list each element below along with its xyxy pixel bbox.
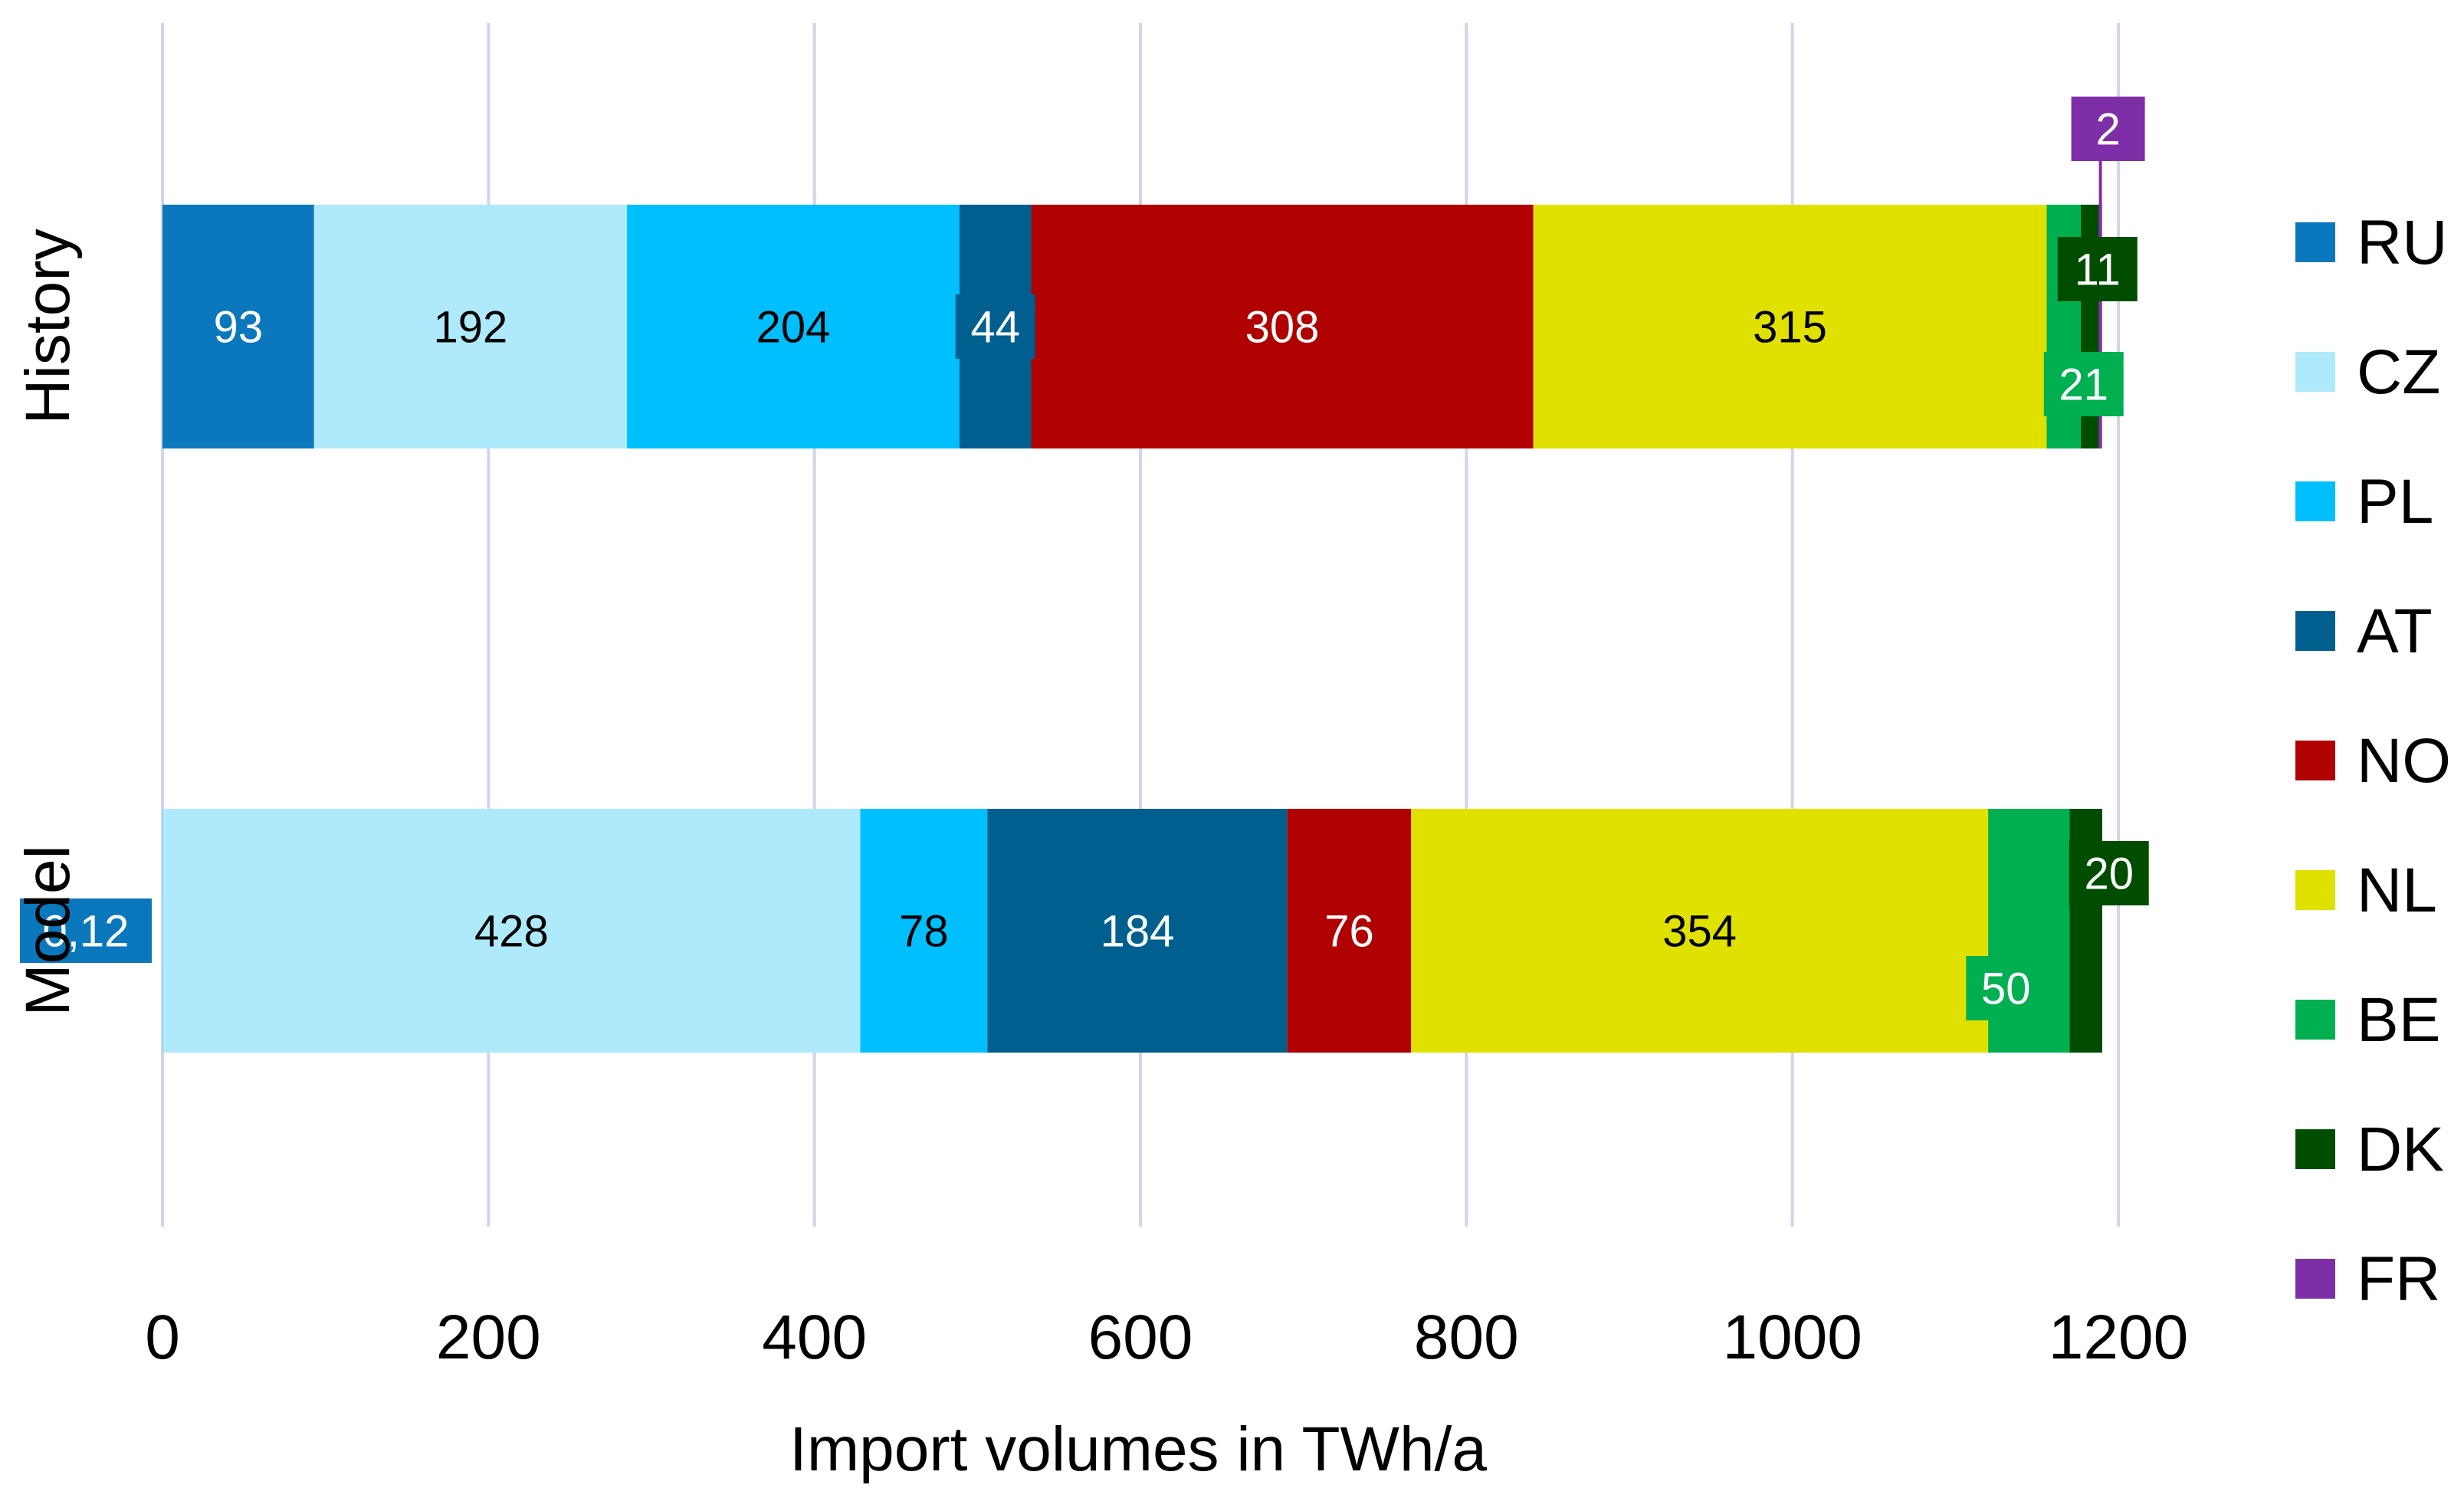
bar-cz-history	[313, 205, 628, 448]
bar-segments	[162, 205, 2102, 1053]
legend-label-at: AT	[2357, 596, 2433, 666]
bar-at-model	[987, 809, 1288, 1053]
data-label-box	[2043, 352, 2124, 416]
bar-nl-model	[1411, 809, 1989, 1053]
data-label: 78	[899, 906, 949, 956]
x-tick-label: 0	[145, 1303, 180, 1372]
bar-no-history	[1031, 205, 1534, 448]
data-label: 44	[970, 302, 1020, 352]
x-axis-title: Import volumes in TWh/a	[789, 1414, 1487, 1484]
data-label: 76	[1324, 906, 1374, 956]
data-label-box	[2069, 841, 2149, 905]
legend-swatch-at	[2295, 611, 2335, 651]
data-label: 354	[1662, 906, 1737, 956]
bar-pl-model	[860, 809, 988, 1053]
legend-label-ru: RU	[2357, 208, 2447, 278]
bar-ru-history	[162, 205, 314, 448]
legend-label-pl: PL	[2357, 467, 2433, 537]
x-tick-label: 1000	[1722, 1303, 1862, 1372]
category-labels: History Model	[13, 228, 83, 1016]
data-label: 184	[1101, 906, 1175, 956]
legend-swatch-ru	[2295, 222, 2335, 262]
data-label-box	[2057, 237, 2138, 301]
data-label: 315	[1753, 302, 1827, 352]
data-label: 21	[2059, 360, 2108, 409]
bar-cz-model	[162, 809, 861, 1053]
data-label: 192	[434, 302, 508, 352]
legend-swatch-dk	[2295, 1129, 2335, 1169]
x-tick-label: 200	[436, 1303, 541, 1372]
category-label: History	[13, 228, 83, 424]
x-tick-label: 400	[762, 1303, 867, 1372]
data-label-box	[1966, 956, 2046, 1020]
data-label: 204	[756, 302, 831, 352]
data-label: 0,12	[43, 906, 130, 956]
legend: RU CZ PL AT NO NL BE DK FR	[2295, 208, 2451, 1314]
data-label: 2	[2095, 104, 2120, 154]
legend-swatch-be	[2295, 1000, 2335, 1040]
data-label: 11	[2075, 245, 2121, 294]
legend-label-be: BE	[2357, 985, 2440, 1055]
bar-no-model	[1287, 809, 1412, 1053]
legend-label-dk: DK	[2357, 1115, 2444, 1184]
data-label-box	[955, 294, 1035, 359]
bar-fr-history	[2098, 205, 2102, 448]
legend-swatch-nl	[2295, 870, 2335, 910]
legend-label-cz: CZ	[2357, 337, 2440, 407]
legend-swatch-no	[2295, 741, 2335, 780]
legend-swatch-pl	[2295, 481, 2335, 521]
data-label: 50	[1981, 964, 2031, 1013]
legend-swatch-fr	[2295, 1259, 2335, 1299]
data-label: 20	[2084, 849, 2134, 898]
category-label: Model	[13, 845, 83, 1016]
data-labels: 93 192 204 44 308 315 21 11 2 0,12 428 78 184 76 354 50…	[20, 97, 2149, 1020]
legend-label-no: NO	[2357, 726, 2451, 796]
data-label: 93	[214, 302, 264, 352]
legend-label-nl: NL	[2357, 856, 2437, 925]
x-tick-labels: 0 200 400 600 800 1000 1200	[145, 1303, 2188, 1372]
data-label-box	[20, 898, 152, 963]
data-label: 428	[474, 906, 549, 956]
data-label: 308	[1245, 302, 1320, 352]
legend-swatch-cz	[2295, 352, 2335, 392]
bar-pl-history	[627, 205, 960, 448]
x-tick-label: 800	[1414, 1303, 1519, 1372]
x-tick-label: 1200	[2049, 1303, 2188, 1372]
x-tick-label: 600	[1088, 1303, 1193, 1372]
legend-label-fr: FR	[2357, 1244, 2440, 1314]
bar-nl-history	[1533, 205, 2047, 448]
data-label-box	[2071, 97, 2145, 161]
